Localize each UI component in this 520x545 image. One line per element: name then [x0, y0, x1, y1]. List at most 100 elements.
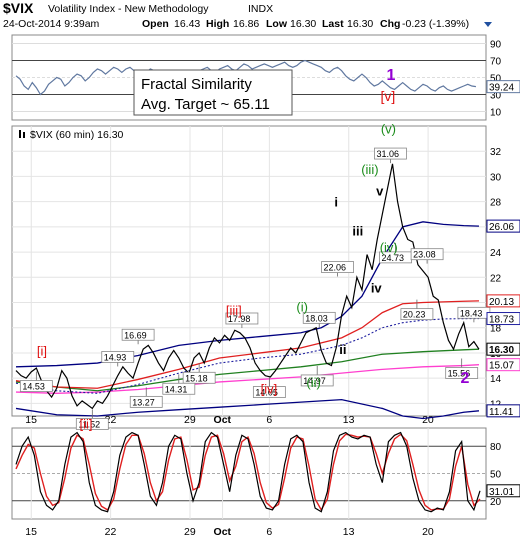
price-panel: 3230282624222018161412152229Oct6132014.5… [12, 122, 520, 432]
wave-label: [i] [37, 343, 47, 358]
axis-value-box [486, 404, 520, 418]
price-callout-box [225, 312, 259, 325]
wave-label: [ii] [80, 417, 93, 432]
wave-label: iv [371, 280, 383, 295]
last-label: Last [322, 18, 344, 30]
open-value: 16.43 [174, 18, 200, 30]
wave-label: v [376, 183, 384, 198]
price-xtick-label: 20 [422, 414, 434, 426]
wave-label: iii [352, 224, 363, 239]
axis-value-box [486, 342, 520, 356]
last-value: 16.30 [347, 18, 373, 30]
chg-value: -0.23 (-1.39%) [402, 18, 469, 30]
axis-value-label: 18.73 [489, 315, 514, 326]
wave-label: i [334, 195, 338, 210]
price-xtick-label: 13 [343, 414, 355, 426]
axis-value-label: 16.30 [489, 345, 514, 356]
symbol-title: $VIX [3, 0, 34, 16]
price-xtick-label: 6 [266, 414, 272, 426]
rsi-tick-label: 10 [490, 108, 502, 119]
price-callout-box [252, 386, 286, 398]
stoch-tick-label: 20 [490, 497, 502, 508]
price-callout-label: 15.18 [185, 373, 208, 383]
price-callout-box [129, 395, 163, 408]
stoch-xtick-label: 20 [422, 526, 434, 538]
rsi-tick-label: 70 [490, 57, 502, 68]
price-xtick-label: 29 [184, 414, 196, 426]
price-callout-label: 18.03 [305, 313, 328, 323]
price-callout-box [19, 380, 53, 392]
price-tick-label: 18 [490, 324, 502, 335]
index-name: Volatility Index - New Methodology [48, 3, 209, 15]
price-callout-box [182, 371, 216, 384]
stoch-last-label: 31.01 [489, 487, 514, 498]
axis-value-box [486, 294, 520, 308]
price-callout-box [121, 328, 155, 341]
price-callout-label: 14.53 [22, 381, 45, 391]
axis-value-label: 20.13 [489, 297, 514, 308]
price-callout-label: 22.06 [324, 263, 347, 273]
series-ma-dotted [15, 317, 479, 394]
exchange-label: INDX [248, 3, 273, 15]
price-callout-label: 16.69 [124, 330, 147, 340]
price-callout-label: 14.05 [255, 388, 278, 398]
wave-label: [iii] [226, 303, 242, 318]
high-label: High [206, 18, 229, 30]
price-callout-box [75, 418, 109, 430]
series-ma-red [15, 300, 479, 389]
price-callout-label: 20.23 [403, 310, 426, 320]
price-callout-label: 17.98 [228, 314, 251, 324]
wave-label: (i) [296, 299, 308, 314]
axis-value-label: 26.06 [489, 222, 514, 233]
price-callout-box [162, 382, 196, 395]
wave-label: [iv] [261, 381, 278, 396]
series-lower-band [15, 398, 480, 420]
rsi-tick-label: 50 [490, 74, 502, 85]
stoch-xtick-label: Oct [214, 526, 232, 538]
wave-label: ii [339, 342, 346, 357]
rsi-line [15, 59, 477, 96]
price-panel-title: $VIX (60 min) 16.30 [30, 129, 124, 141]
stoch-xtick-label: 15 [25, 526, 37, 538]
price-callout-label: 14.31 [165, 384, 188, 394]
price-callout-label: 14.93 [104, 352, 127, 362]
price-callout-label: 15.56 [448, 369, 471, 379]
stoch-xtick-label: 29 [184, 526, 196, 538]
wave-label-v-red-top: [v] [380, 88, 395, 104]
low-value: 16.30 [290, 18, 316, 30]
stoch-tick-label: 80 [490, 442, 502, 453]
price-callout-box [410, 248, 444, 261]
fractal-annotation-line2: Avg. Target ~ 65.11 [141, 96, 270, 113]
axis-value-box [486, 312, 520, 326]
series-ma-magenta [15, 364, 480, 394]
chg-down-triangle-icon [484, 22, 492, 27]
rsi-tick-label: 90 [490, 40, 502, 51]
price-callout-box [302, 311, 336, 324]
price-callout-box [374, 147, 407, 160]
price-callout-label: 11.52 [78, 419, 100, 429]
stoch-line [15, 431, 481, 513]
price-xtick-label: 15 [25, 414, 37, 426]
price-callout-box [445, 367, 479, 379]
price-tick-label: 32 [490, 147, 502, 158]
price-callout-label: 31.06 [376, 149, 399, 159]
price-tick-label: 24 [490, 248, 502, 259]
chg-label: Chg [380, 18, 400, 30]
price-callout-label: 24.73 [382, 253, 405, 263]
price-tick-label: 22 [490, 273, 502, 284]
low-label: Low [266, 18, 288, 30]
high-value: 16.86 [233, 18, 259, 30]
series-upper-band [15, 221, 480, 368]
price-tick-label: 14 [490, 374, 502, 385]
price-tick-label: 30 [490, 172, 502, 183]
series-price [15, 163, 480, 410]
wave-label: (iv) [380, 240, 398, 255]
stoch-xtick-label: 13 [343, 526, 355, 538]
price-panel-frame [11, 125, 487, 417]
price-callout-box [321, 261, 354, 273]
rsi-last-label-box [486, 80, 520, 94]
price-callout-label: 18.43 [460, 308, 483, 318]
bar-icon [19, 130, 21, 138]
